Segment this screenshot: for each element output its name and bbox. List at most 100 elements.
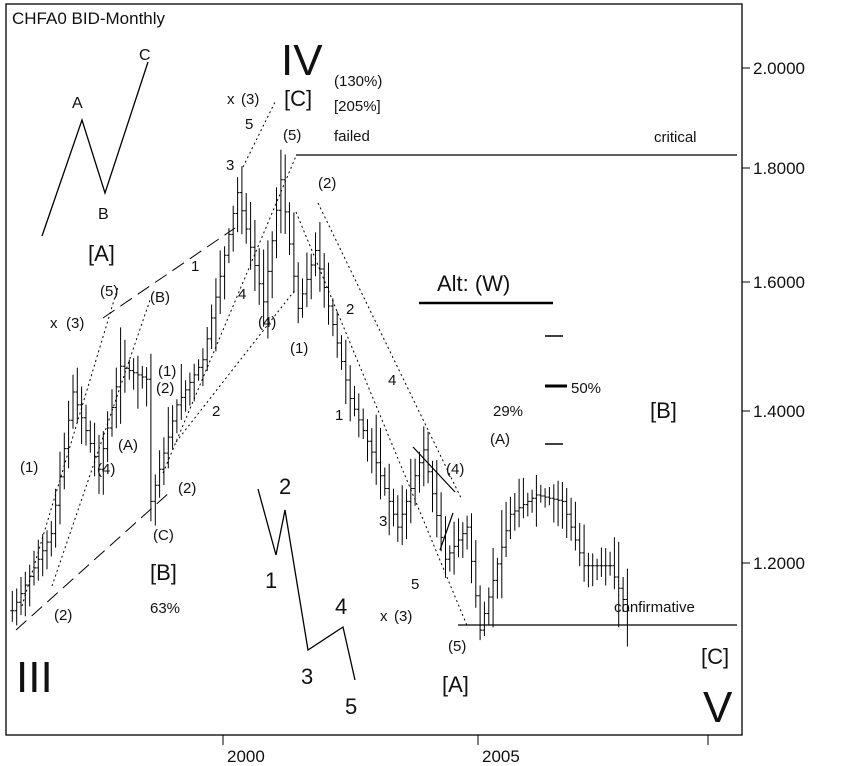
price-bar — [66, 400, 71, 469]
price-bar — [482, 601, 487, 636]
label-letter-a: A — [72, 95, 83, 112]
label-number-4: 4 — [388, 372, 396, 389]
price-bar — [71, 374, 75, 429]
label-wave-count-1: (1) — [290, 340, 308, 357]
price-bar — [244, 193, 249, 244]
price-bar — [105, 411, 110, 463]
label-wave-count-5: (5) — [283, 127, 301, 144]
price-bar — [283, 154, 288, 234]
plot-frame — [5, 3, 743, 736]
label-wave-a: (A) — [118, 437, 138, 454]
label-wave-count-5: (5) — [100, 283, 118, 300]
price-bar — [153, 474, 158, 526]
wave-label-iv: IV — [281, 36, 323, 85]
price-bar — [521, 477, 526, 519]
label-number-2: 2 — [212, 403, 220, 420]
y-axis: 2.0000 1.8000 1.6000 1.4000 1.2000 — [742, 59, 805, 573]
label-wave-count-1: (1) — [158, 363, 176, 380]
label-number-5: 5 — [411, 576, 419, 593]
price-bar — [53, 488, 58, 548]
impulse-schematic-line — [257, 488, 356, 681]
price-bar — [200, 348, 205, 387]
price-bar — [564, 488, 569, 538]
price-bar — [192, 363, 197, 402]
price-bar — [304, 252, 309, 308]
y-tick-label: 1.6000 — [753, 273, 805, 292]
label-number-1: 1 — [335, 407, 343, 424]
price-bar — [300, 278, 305, 318]
price-bar — [560, 482, 565, 529]
label-number-3: 3 — [379, 513, 387, 530]
price-bar — [265, 240, 270, 339]
price-bar — [599, 547, 604, 577]
label-wave-count-4: (4) — [446, 461, 464, 478]
price-bar — [239, 166, 244, 235]
price-bar — [512, 493, 517, 531]
price-bar — [45, 530, 49, 570]
price-bar — [339, 335, 344, 370]
price-bar — [369, 428, 374, 474]
channel-line-wave-c-upper — [162, 155, 297, 474]
price-bar — [148, 353, 153, 522]
price-bars — [10, 149, 630, 647]
price-bar — [612, 537, 617, 590]
price-bar — [222, 246, 227, 300]
price-bar — [235, 177, 240, 233]
price-bar — [421, 426, 426, 487]
price-bar — [499, 510, 504, 599]
label-c-bracket-2: [C] — [701, 644, 729, 669]
price-bar — [79, 386, 84, 444]
price-bar — [58, 451, 62, 525]
price-bar — [19, 577, 23, 616]
label-number-3: 3 — [226, 157, 234, 174]
price-bar — [75, 367, 80, 423]
label-number-4: 4 — [238, 286, 246, 303]
price-bar — [140, 365, 145, 389]
price-bar — [582, 524, 587, 582]
price-bar — [157, 450, 162, 498]
label-29-percent: 29% — [493, 403, 523, 420]
price-bar — [556, 480, 561, 527]
label-confirmative: confirmative — [614, 599, 695, 616]
price-bar — [144, 367, 149, 407]
price-bar — [330, 298, 335, 337]
label-a-bracket-2: [A] — [442, 672, 469, 697]
price-bar — [525, 492, 530, 517]
channel-line-wave-5 — [439, 512, 454, 551]
price-bar — [595, 558, 600, 581]
price-bar — [161, 437, 166, 485]
price-bar — [473, 540, 478, 608]
price-bar — [460, 522, 465, 558]
label-wave-count-5: (5) — [448, 638, 466, 655]
price-bar — [413, 458, 418, 506]
label-wave-count-2: (2) — [178, 480, 196, 497]
price-bar — [361, 408, 366, 439]
price-bar — [183, 380, 188, 412]
wave-label-v: V — [703, 683, 733, 732]
label-wave-b: (B) — [150, 289, 170, 306]
channel-line-wave-4 — [412, 446, 456, 493]
label-failed: failed — [334, 128, 370, 145]
label-number-2: 2 — [346, 301, 354, 318]
y-tick-label: 2.0000 — [753, 59, 805, 78]
price-bar — [374, 414, 379, 485]
price-bar — [573, 501, 578, 551]
label-b-bracket-2: [B] — [650, 398, 677, 423]
channel-line-wave-c-lower — [175, 289, 296, 443]
channel-line-wave-a-lower — [21, 286, 119, 607]
price-bar — [408, 458, 413, 524]
price-bar — [261, 249, 266, 327]
price-bar — [335, 311, 340, 358]
abc-schematic-line — [41, 61, 149, 237]
channel-line-lower-a — [15, 491, 171, 631]
price-bar — [569, 497, 574, 541]
label-wave-count-2: (2) — [156, 380, 174, 397]
price-bar — [486, 587, 491, 625]
price-bar — [469, 513, 474, 584]
price-bar — [309, 253, 314, 300]
price-bar — [14, 588, 19, 626]
label-x-wave: x — [380, 608, 388, 625]
price-bar — [430, 460, 435, 513]
channel-line-upper-a — [102, 227, 236, 319]
